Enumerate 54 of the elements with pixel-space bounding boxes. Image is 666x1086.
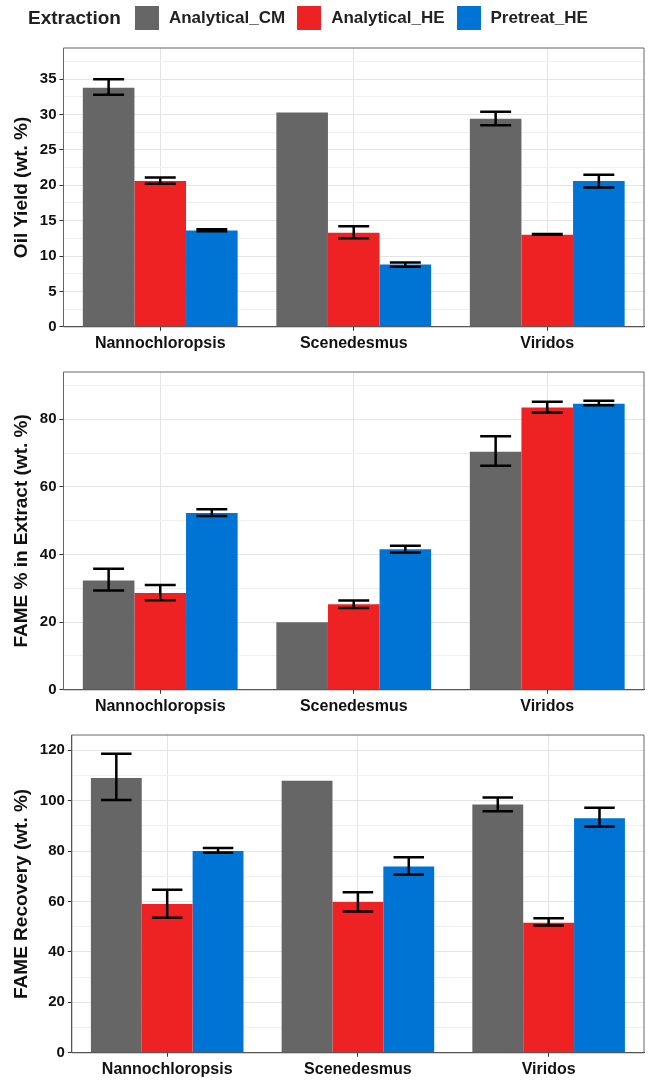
y-tick-label: 20 bbox=[39, 612, 57, 630]
bar bbox=[573, 181, 625, 327]
y-tick-label: 15 bbox=[39, 210, 57, 228]
bar bbox=[134, 181, 187, 327]
legend-label: Analytical_CM bbox=[168, 8, 286, 28]
x-tick-label: Scenedesmus bbox=[304, 1059, 412, 1077]
y-tick-label: 60 bbox=[48, 891, 65, 909]
y-tick-label: 20 bbox=[48, 992, 65, 1010]
x-tick-label: Nannochloropsis bbox=[101, 1059, 233, 1077]
legend-label: Analytical_HE bbox=[331, 8, 445, 28]
bar bbox=[521, 234, 574, 327]
bar bbox=[134, 593, 187, 690]
y-tick-label: 10 bbox=[39, 246, 57, 264]
y-tick-label: 5 bbox=[48, 281, 57, 299]
y-axis-title: Oil Yield (wt. %) bbox=[9, 116, 31, 259]
y-tick-label: 40 bbox=[39, 544, 57, 562]
y-tick-label: 0 bbox=[48, 679, 57, 697]
x-tick-label: Viridos bbox=[521, 1059, 576, 1077]
bar bbox=[192, 851, 244, 1053]
x-tick-label: Nannochloropsis bbox=[94, 333, 226, 351]
bar bbox=[327, 604, 380, 690]
bar bbox=[186, 512, 238, 690]
bar bbox=[574, 818, 625, 1053]
legend-label: Pretreat_HE bbox=[490, 8, 588, 28]
y-tick-label: 100 bbox=[39, 790, 65, 808]
x-tick-label: Viridos bbox=[520, 696, 575, 714]
bar bbox=[332, 901, 384, 1053]
y-tick-label: 80 bbox=[48, 841, 65, 859]
y-tick-label: 0 bbox=[48, 316, 57, 334]
y-tick-label: 60 bbox=[39, 477, 57, 495]
x-tick-label: Viridos bbox=[520, 333, 575, 351]
bar bbox=[379, 264, 432, 327]
y-tick-label: 80 bbox=[39, 409, 57, 427]
bar bbox=[327, 232, 380, 327]
bar bbox=[573, 403, 625, 690]
bar bbox=[186, 230, 238, 327]
y-tick-label: 25 bbox=[39, 140, 57, 158]
y-tick-label: 30 bbox=[39, 104, 57, 122]
y-axis-title: FAME Recovery (wt. %) bbox=[9, 788, 31, 999]
legend-title: Extraction bbox=[28, 7, 121, 29]
bar bbox=[521, 407, 574, 690]
y-axis-title: FAME % in Extract (wt. %) bbox=[9, 414, 31, 648]
y-tick-label: 120 bbox=[39, 740, 65, 758]
bar bbox=[523, 922, 575, 1053]
y-tick-label: 40 bbox=[48, 942, 65, 960]
bar bbox=[379, 549, 432, 690]
y-tick-label: 35 bbox=[39, 69, 57, 87]
bar bbox=[141, 903, 193, 1053]
x-tick-label: Nannochloropsis bbox=[94, 696, 226, 714]
bar bbox=[383, 866, 435, 1053]
y-tick-label: 0 bbox=[56, 1042, 65, 1060]
x-tick-label: Scenedesmus bbox=[299, 696, 408, 714]
y-tick-label: 20 bbox=[39, 175, 57, 193]
x-tick-label: Scenedesmus bbox=[299, 333, 408, 351]
